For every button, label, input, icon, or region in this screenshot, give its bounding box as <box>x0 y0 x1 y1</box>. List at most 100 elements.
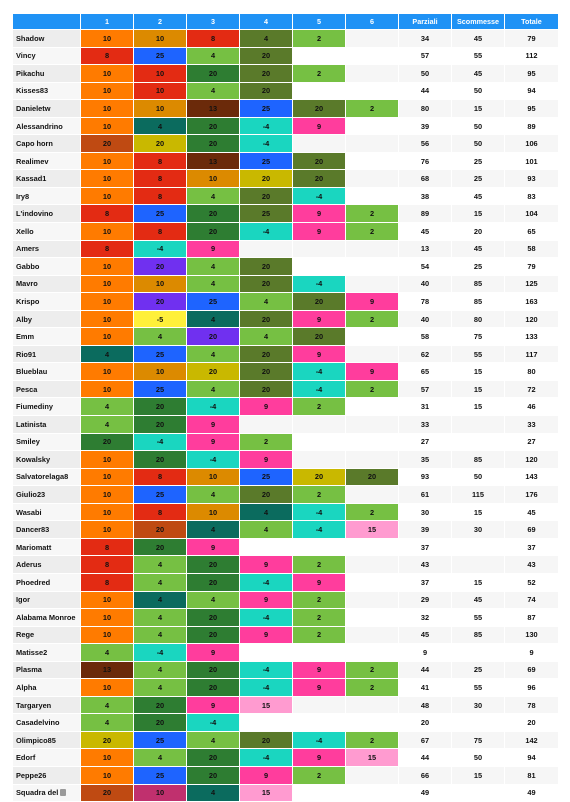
score-cell-2: 25 <box>133 344 187 364</box>
table-row: Latinista 4 20 9 33 33 <box>12 415 559 434</box>
parziali-cell: 37 <box>398 537 452 557</box>
score-cell-4: 20 <box>239 362 293 381</box>
score-cell-1: 10 <box>80 520 134 539</box>
score-cell-5: 20 <box>292 151 346 171</box>
parziali-cell: 78 <box>398 292 452 311</box>
score-cell-5 <box>292 695 346 715</box>
totale-cell: 46 <box>504 397 559 417</box>
parziali-cell: 35 <box>398 450 452 469</box>
player-name: Squadra del <box>12 783 81 802</box>
parziali-cell: 13 <box>398 239 452 259</box>
player-name: Mariomatt <box>12 537 81 557</box>
score-cell-2: 4 <box>133 625 187 645</box>
scommesse-cell: 45 <box>451 590 505 610</box>
player-name: Krispo <box>12 292 81 311</box>
score-cell-2: 4 <box>133 608 187 627</box>
totale-cell: 83 <box>504 186 559 206</box>
parziali-cell: 45 <box>398 222 452 241</box>
scommesse-cell: 15 <box>451 572 505 592</box>
table-row: Xello 10 8 20 -4 9 2 45 20 65 <box>12 222 559 241</box>
score-cell-2: 4 <box>133 555 187 574</box>
table-row: Emm 10 4 20 4 20 58 75 133 <box>12 327 559 346</box>
header-totale: Totale <box>504 13 559 30</box>
parziali-cell: 57 <box>398 46 452 66</box>
parziali-cell: 49 <box>398 783 452 802</box>
player-name-label: Emm <box>16 332 35 342</box>
totale-cell: 81 <box>504 765 559 785</box>
totale-cell: 87 <box>504 608 559 627</box>
score-cell-5 <box>292 432 346 452</box>
totale-cell: 106 <box>504 134 559 153</box>
player-name: Olimpico85 <box>12 730 81 750</box>
totale-cell: 37 <box>504 537 559 557</box>
player-name-label: Matisse2 <box>16 647 48 657</box>
score-cell-5: 20 <box>292 327 346 346</box>
score-cell-5: 2 <box>292 485 346 504</box>
player-name: Smiley <box>12 432 81 452</box>
score-cell-5 <box>292 134 346 153</box>
scommesse-cell: 30 <box>451 695 505 715</box>
table-row: Phoedred 8 4 20 -4 9 37 15 52 <box>12 572 559 592</box>
player-name-label: Xello <box>16 226 34 236</box>
score-cell-4: 20 <box>239 344 293 364</box>
score-cell-5: 9 <box>292 660 346 680</box>
score-cell-6: 2 <box>345 379 399 399</box>
player-name-label: Shadow <box>16 33 45 43</box>
totale-cell: 69 <box>504 520 559 539</box>
score-cell-1: 10 <box>80 467 134 487</box>
score-cell-3: 4 <box>186 379 240 399</box>
score-cell-1: 10 <box>80 625 134 645</box>
score-cell-3: 4 <box>186 783 240 802</box>
score-cell-3: 13 <box>186 99 240 118</box>
score-cell-6: 2 <box>345 222 399 241</box>
score-cell-2: 8 <box>133 222 187 241</box>
score-cell-6 <box>345 608 399 627</box>
parziali-cell: 41 <box>398 678 452 697</box>
score-cell-5 <box>292 713 346 732</box>
score-cell-2: -4 <box>133 643 187 662</box>
player-name-label: Mariomatt <box>16 542 52 552</box>
score-cell-2: 20 <box>133 713 187 732</box>
player-name: Vincy <box>12 46 81 66</box>
score-cell-3: 4 <box>186 46 240 66</box>
totale-cell: 94 <box>504 748 559 767</box>
score-cell-1: 10 <box>80 327 134 346</box>
totale-cell: 101 <box>504 151 559 171</box>
parziali-cell: 39 <box>398 116 452 136</box>
player-name: Peppe26 <box>12 765 81 785</box>
score-cell-6 <box>345 134 399 153</box>
score-cell-4: 20 <box>239 274 293 294</box>
totale-cell: 33 <box>504 415 559 434</box>
player-name: Pesca <box>12 379 81 399</box>
player-name-label: Gabbo <box>16 261 40 271</box>
parziali-cell: 61 <box>398 485 452 504</box>
score-cell-5: -4 <box>292 274 346 294</box>
scommesse-cell: 55 <box>451 608 505 627</box>
table-row: Casadelvino 4 20 -4 20 20 <box>12 713 559 732</box>
score-cell-4: 25 <box>239 467 293 487</box>
score-cell-6: 2 <box>345 660 399 680</box>
score-cell-4: 20 <box>239 379 293 399</box>
table-row: Plasma 13 4 20 -4 9 2 44 25 69 <box>12 660 559 680</box>
player-name: Realimev <box>12 151 81 171</box>
player-name: Shadow <box>12 29 81 48</box>
table-row: Rege 10 4 20 9 2 45 85 130 <box>12 625 559 645</box>
scommesse-cell: 50 <box>451 748 505 767</box>
totale-cell: 69 <box>504 660 559 680</box>
score-cell-5: 9 <box>292 572 346 592</box>
score-cell-2: 20 <box>133 415 187 434</box>
player-name: Wasabi <box>12 502 81 522</box>
parziali-cell: 34 <box>398 29 452 48</box>
scommesse-cell: 55 <box>451 678 505 697</box>
scommesse-cell: 55 <box>451 344 505 364</box>
score-cell-4: 9 <box>239 625 293 645</box>
score-cell-1: 10 <box>80 608 134 627</box>
player-name: Giulio23 <box>12 485 81 504</box>
scommesse-cell: 15 <box>451 204 505 224</box>
totale-cell: 52 <box>504 572 559 592</box>
player-name-label: Giulio23 <box>16 489 46 499</box>
player-name: Latinista <box>12 415 81 434</box>
totale-cell: 104 <box>504 204 559 224</box>
player-name-label: Latinista <box>16 419 47 429</box>
parziali-cell: 37 <box>398 572 452 592</box>
